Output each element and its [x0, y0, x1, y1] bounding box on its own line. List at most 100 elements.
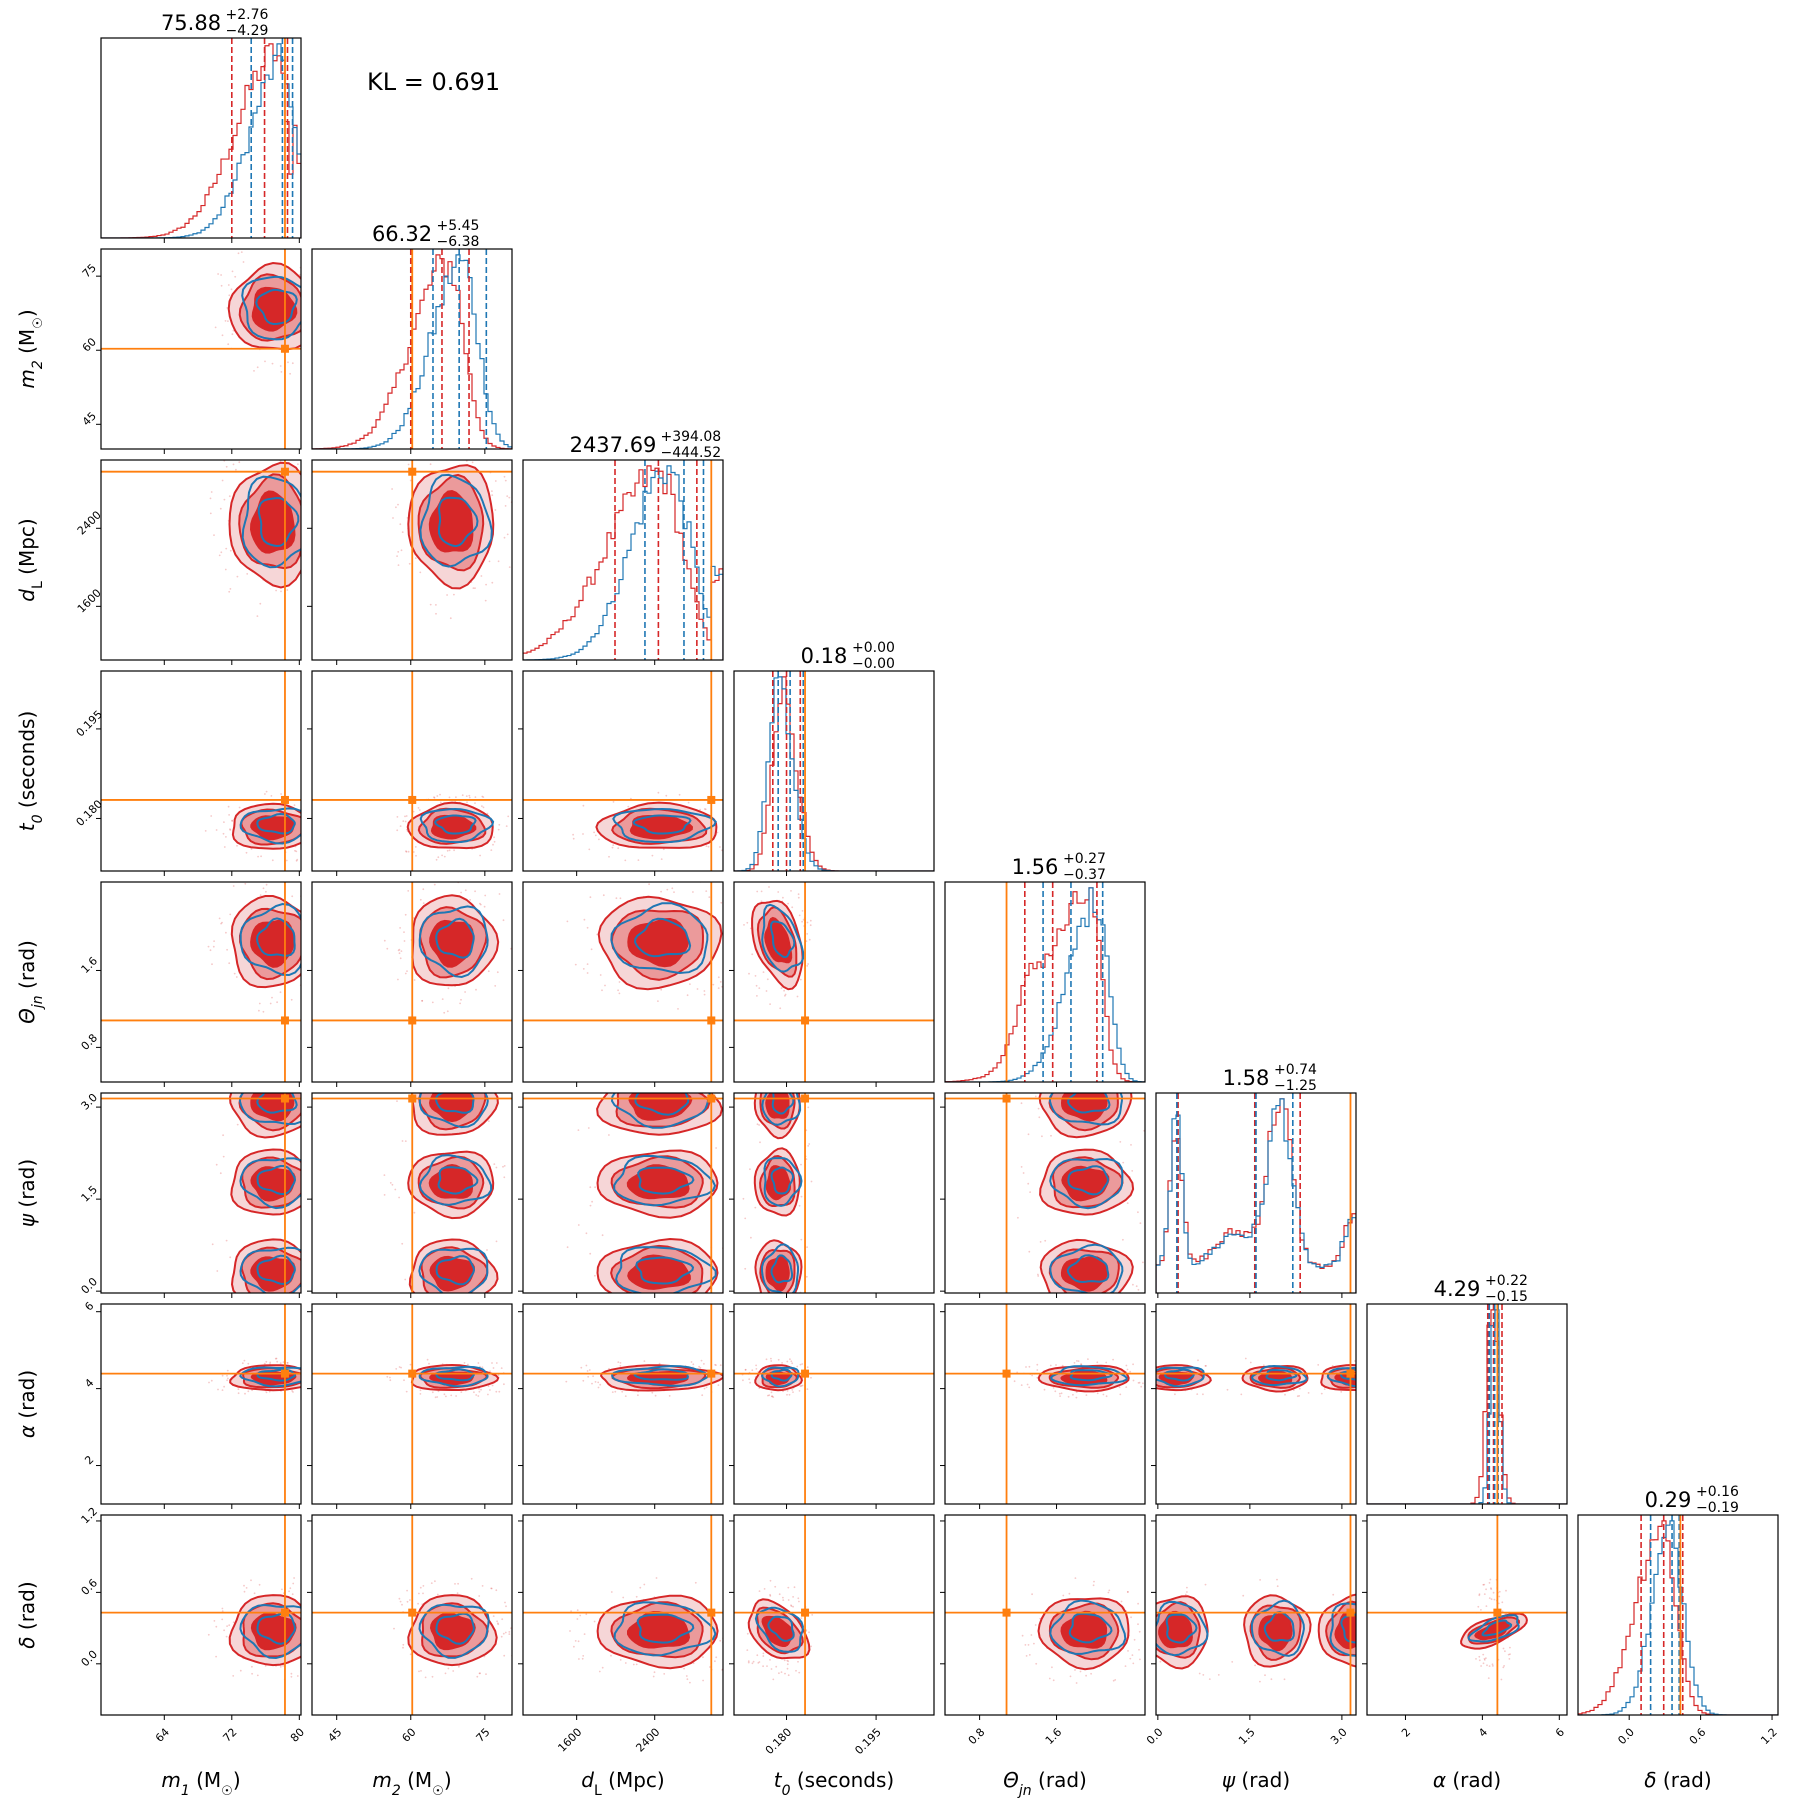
y-tick-label: 45: [80, 409, 99, 428]
sample-point: [705, 845, 708, 847]
sample-point: [758, 1590, 761, 1592]
sample-point: [327, 1277, 329, 1279]
sample-point: [1105, 1395, 1108, 1398]
sample-point: [1359, 1604, 1361, 1606]
sample-point: [330, 838, 332, 840]
truth-marker: [707, 1094, 716, 1103]
sample-point: [758, 987, 761, 989]
sample-point: [765, 1358, 768, 1361]
sample-point: [286, 1362, 289, 1364]
sample-point: [320, 1371, 322, 1373]
sample-point: [501, 1618, 504, 1621]
diag-title-plus-0: +2.76: [226, 7, 269, 23]
sample-point: [227, 343, 230, 346]
x-axis-label-5: ψ (rad): [1222, 1768, 1290, 1792]
sample-point: [481, 795, 484, 798]
sample-point: [265, 1391, 268, 1394]
sample-point: [214, 326, 217, 329]
sample-point: [663, 1673, 666, 1675]
sample-point: [576, 1609, 579, 1612]
sample-point: [703, 1387, 706, 1390]
sample-point: [461, 794, 464, 797]
y-axis-label-2: dL (Mpc): [15, 518, 46, 601]
sample-point: [389, 1376, 391, 1379]
sample-point: [588, 1369, 591, 1371]
truth-marker: [280, 1016, 289, 1025]
sample-point: [309, 855, 311, 857]
axes-frame-6-5: [1155, 1303, 1357, 1505]
sample-point: [602, 894, 605, 897]
sample-point: [1360, 1620, 1362, 1622]
diag-title-plus-5: +0.74: [1274, 1062, 1317, 1078]
sample-point: [570, 1610, 572, 1612]
sample-point: [569, 1630, 571, 1632]
contour-blue-inner: [433, 814, 477, 835]
sample-point: [422, 902, 425, 904]
sample-point: [473, 1391, 475, 1394]
sample-point: [228, 814, 231, 816]
sample-point: [797, 1597, 800, 1600]
sample-point: [770, 1391, 773, 1394]
contour-blue-inner: [1481, 1619, 1513, 1637]
sample-point: [1142, 1261, 1144, 1264]
joint-panel-7-4: [945, 1515, 1145, 1715]
sample-point: [430, 1582, 433, 1584]
sample-point: [322, 920, 324, 922]
sample-point: [572, 833, 574, 836]
sample-point: [666, 888, 669, 891]
sample-point: [787, 1660, 790, 1663]
sample-point: [756, 890, 759, 893]
sample-point: [1115, 1388, 1117, 1390]
sample-point: [316, 567, 318, 569]
sample-point: [436, 1306, 438, 1308]
sample-point: [808, 938, 811, 941]
sample-point: [1021, 1634, 1024, 1637]
sample-point: [1096, 1361, 1099, 1364]
truth-marker: [280, 1369, 289, 1378]
sample-point: [1039, 1087, 1041, 1089]
sample-point: [1186, 1591, 1188, 1593]
sample-point: [207, 1633, 210, 1636]
sample-point: [436, 1593, 439, 1596]
sample-point: [282, 1665, 284, 1667]
sample-point: [627, 805, 630, 808]
sample-point: [1354, 1360, 1356, 1362]
sample-point: [437, 1037, 439, 1039]
sample-point: [658, 1362, 661, 1365]
sample-point: [1391, 1379, 1393, 1381]
sample-point: [400, 549, 403, 552]
sample-point: [1038, 1039, 1040, 1041]
sample-point: [258, 1583, 261, 1586]
x-axis-label-7: δ (rad): [1644, 1768, 1711, 1792]
label-unit-sub: ☉: [221, 1784, 233, 1799]
sample-point: [662, 848, 665, 851]
sample-point: [503, 1165, 506, 1167]
sample-point: [614, 1390, 617, 1393]
sample-point: [604, 984, 606, 987]
sample-point: [251, 1672, 254, 1675]
sample-point: [1114, 1679, 1117, 1681]
sample-point: [282, 1361, 285, 1363]
sample-point: [236, 844, 238, 847]
truth-marker: [408, 795, 417, 804]
sample-point: [452, 458, 454, 460]
sample-point: [498, 893, 501, 895]
joint-panel-1-0: [101, 249, 301, 449]
sample-point: [758, 1124, 760, 1126]
sample-point: [253, 1592, 256, 1595]
sample-point: [1483, 1583, 1486, 1586]
x-tick-label: 75: [474, 1726, 493, 1745]
sample-point: [323, 1378, 325, 1380]
sample-point: [491, 1362, 493, 1364]
sample-point: [769, 1045, 771, 1047]
sample-point: [1150, 1376, 1152, 1378]
sample-point: [1079, 1339, 1081, 1341]
sample-point: [637, 859, 640, 861]
sample-point: [217, 273, 220, 275]
label-unit-sub: ☉: [31, 317, 46, 329]
sample-point: [744, 1369, 747, 1371]
sample-point: [258, 1009, 260, 1012]
axes-frame-4-4: [944, 881, 1146, 1083]
sample-point: [786, 1667, 789, 1670]
contour-blue-outer: [761, 1093, 802, 1126]
